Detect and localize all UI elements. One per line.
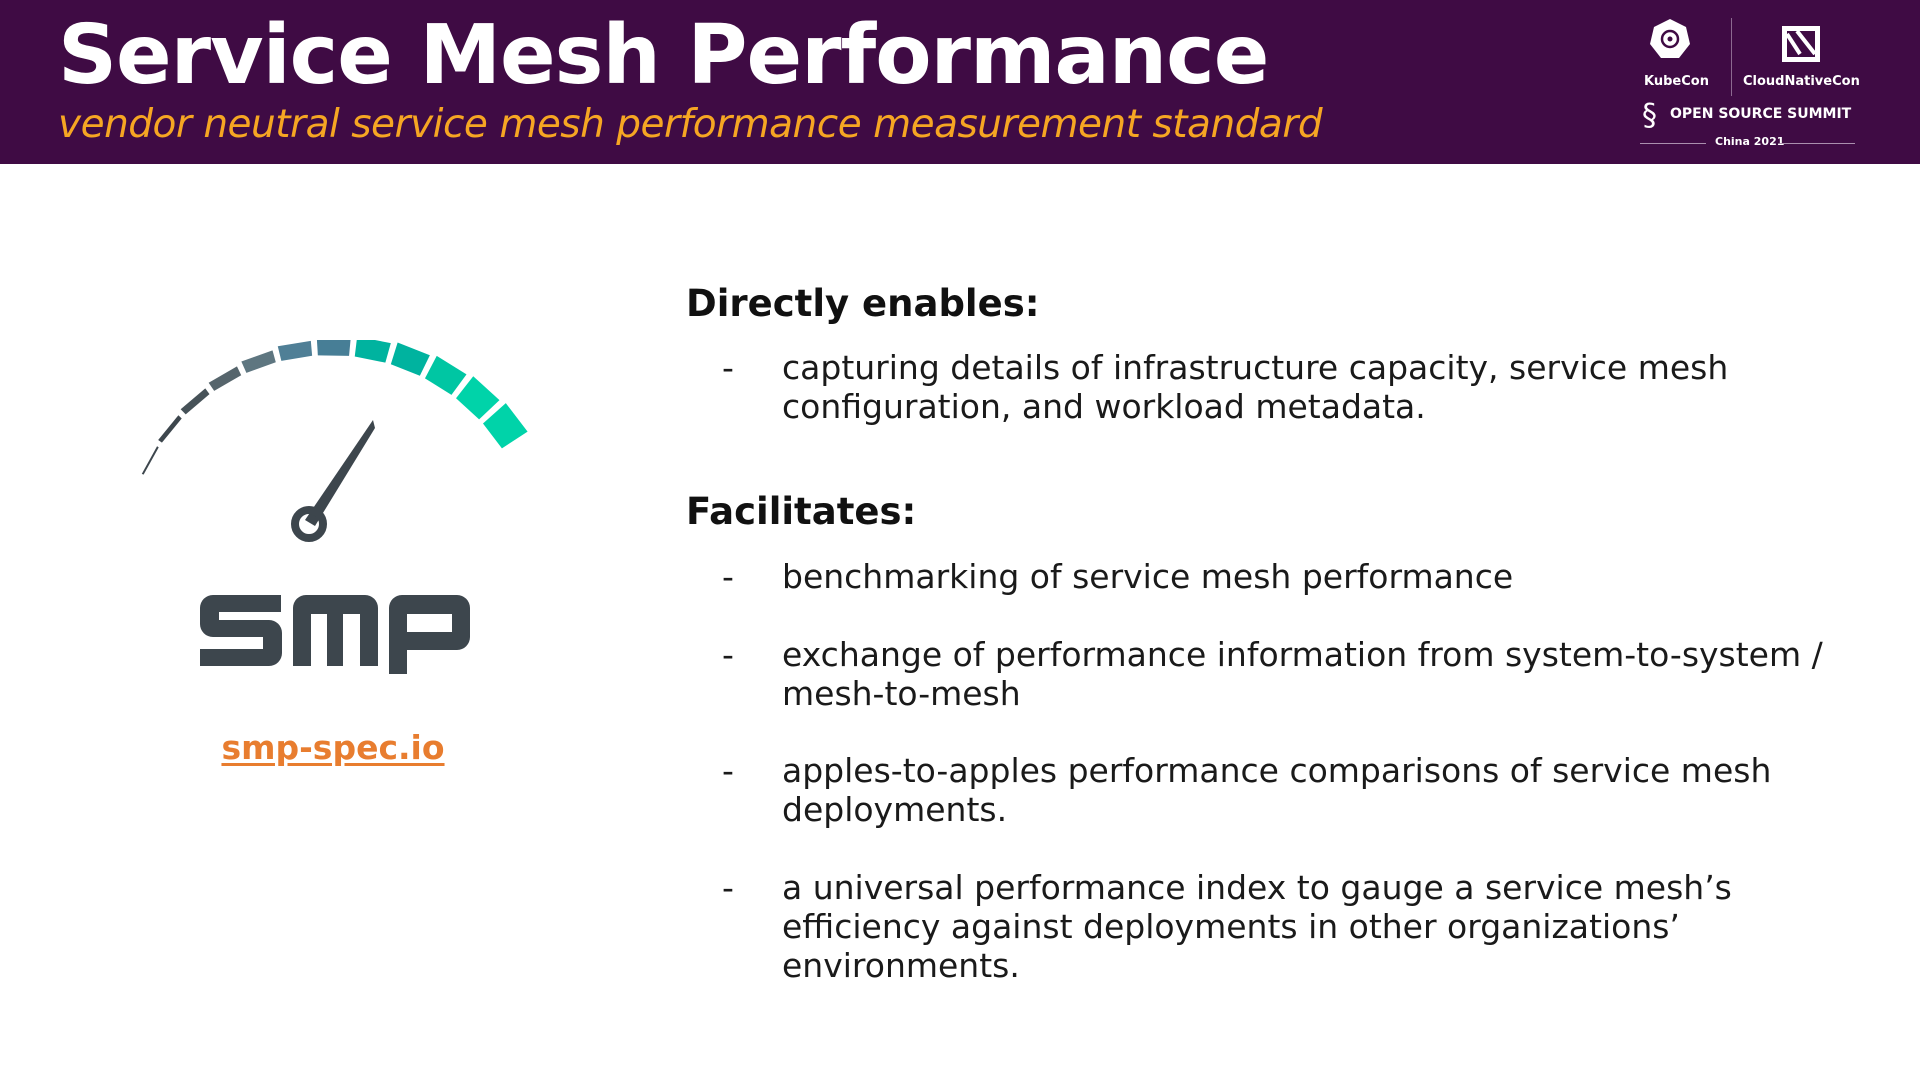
gauge-segment [424,355,467,395]
bullet-dash: - [722,348,734,387]
gauge-segment [354,340,391,363]
bullet-dash: - [722,751,734,790]
bullet-dash: - [722,557,734,596]
gauge-segment [158,415,182,443]
slide-title: Service Mesh Performance [58,8,1269,103]
smp-spec-link[interactable]: smp-spec.io [221,728,445,767]
gauge-segment [482,403,528,449]
kubecon-event-logo: KubeCon CloudNativeCon § OPEN SOURCE SUM… [1630,10,1910,158]
list-item-text: capturing details of infrastructure capa… [782,348,1729,426]
gauge-segment [390,342,430,376]
rule [1780,143,1855,144]
gauge-segment [456,376,500,420]
oss-label: OPEN SOURCE SUMMIT [1670,106,1852,122]
cloudnativecon-label: CloudNativeCon [1743,74,1860,89]
list-item-text: exchange of performance information from… [782,635,1823,713]
gauge-icon [141,340,528,542]
bullet-dash: - [722,635,734,674]
divider [1731,18,1732,96]
gauge-segment [316,340,351,356]
kubecon-label: KubeCon [1644,74,1709,89]
smp-wordmark [200,595,470,674]
facilitates-heading: Facilitates: [686,490,917,533]
list-item-text: benchmarking of service mesh performance [782,557,1514,596]
gauge-segment [277,340,313,361]
rule [1640,143,1706,144]
cncf-icon [1782,26,1820,62]
list-item-text: a universal performance index to gauge a… [782,868,1732,985]
oss-s-icon: § [1642,98,1657,133]
directly-enables-heading: Directly enables: [686,282,1040,325]
list-item-text: apples-to-apples performance comparisons… [782,751,1772,829]
gauge-segment [141,446,159,475]
gauge-segment [241,350,276,373]
gauge-segment [180,388,210,415]
gauge-segment [208,366,242,391]
gauge-needle [305,420,375,526]
gauge-pivot [291,506,327,542]
edition-label: China 2021 [1715,135,1785,148]
bullet-dash: - [722,868,734,907]
kubernetes-helm-icon [1650,19,1690,58]
title-bar: Service Mesh Performance vendor neutral … [0,0,1920,164]
slide-subtitle: vendor neutral service mesh performance … [58,102,1323,147]
